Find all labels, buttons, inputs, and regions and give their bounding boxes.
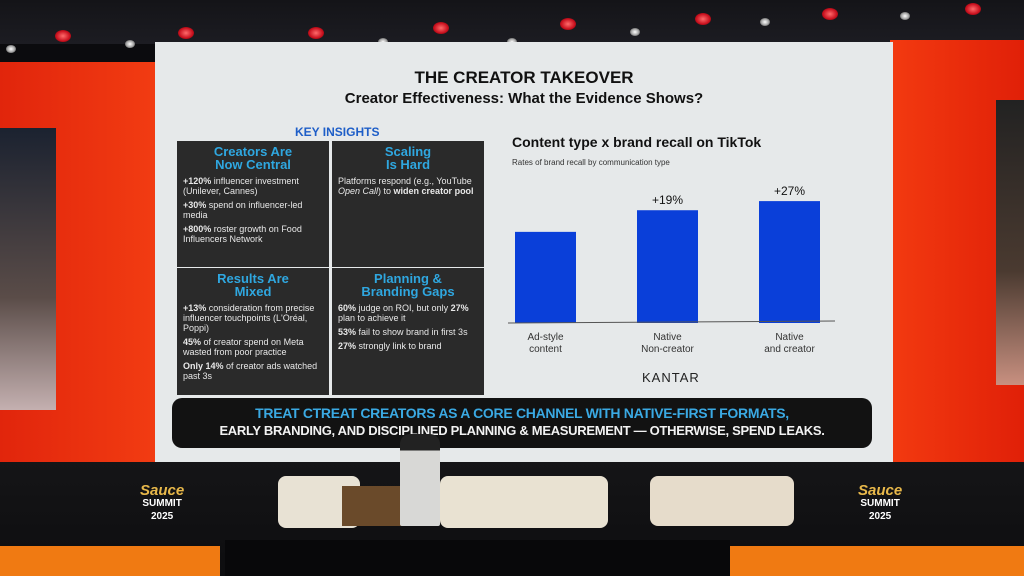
box-heading: Results Are Mixed [217, 271, 289, 299]
insight-item: +120% influencer investment (Unilever, C… [183, 176, 299, 196]
category-label: content [529, 344, 562, 355]
insight-item: 27% strongly link to brand [338, 341, 442, 351]
insight-item: +30% spend on influencer-led media [183, 200, 303, 220]
insight-item: 53% fail to show brand in first 3s [338, 327, 468, 337]
stage-edge-right [730, 546, 1024, 576]
bar [637, 210, 698, 323]
insight-item: 45% of creator spend on Meta wasted from… [183, 337, 304, 357]
insight-box-results-mixed: Results Are Mixed +13% consideration from… [177, 268, 329, 395]
stage-light [965, 3, 981, 15]
kantar-logo: KANTAR [642, 370, 700, 385]
bar-chart: Ad-stylecontent+19%NativeNon-creator+27%… [507, 184, 836, 355]
spot-light [125, 40, 135, 48]
box-heading: Creators Are Now Central [213, 144, 293, 172]
side-cabinet [342, 486, 404, 526]
stage: Sauce SUMMIT 2025 Sauce SUMMIT 2025 [0, 434, 1024, 576]
box-heading: Scaling Is Hard [384, 144, 432, 172]
x-axis-line [507, 320, 836, 324]
bar [759, 201, 820, 323]
chart-subtitle: Rates of brand recall by communication t… [512, 158, 670, 167]
bar-data-label: +19% [652, 193, 683, 207]
spot-light [630, 28, 640, 36]
spot-light [900, 12, 910, 20]
sofa [440, 476, 608, 528]
presentation-slide: THE CREATOR TAKEOVER Creator Effectivene… [155, 42, 893, 464]
insight-box-scaling-hard: Scaling Is Hard Platforms respond (e.g., … [332, 141, 484, 267]
lighting-truss [0, 0, 1024, 44]
category-label: Native [775, 332, 804, 343]
summit-logo-right: Sauce SUMMIT 2025 [858, 482, 903, 522]
left-side-screen [0, 128, 56, 410]
summit-logo-left: Sauce SUMMIT 2025 [140, 482, 185, 522]
insight-box-planning-gaps: Planning & Branding Gaps 60% judge on ROI… [332, 268, 484, 395]
right-side-screen [996, 100, 1024, 385]
insight-item: +13% consideration from precise influenc… [183, 303, 315, 333]
takeaway-banner: TREAT CTREAT CREATORS AS A CORE CHANNEL … [172, 398, 872, 448]
slide-title: THE CREATOR TAKEOVER [414, 68, 634, 87]
insight-item: Only 14% of creator ads watched past 3s [183, 361, 318, 381]
banner-line-2: EARLY BRANDING, AND DISCIPLINED PLANNING… [219, 423, 825, 438]
stage-edge-left [0, 546, 220, 576]
category-label: Ad-style [527, 332, 564, 343]
chart-title: Content type x brand recall on TikTok [512, 134, 762, 150]
banner-line-1: TREAT CTREAT CREATORS AS A CORE CHANNEL … [255, 405, 789, 421]
spot-light [6, 45, 16, 53]
bar-data-label: +27% [774, 184, 805, 198]
stage-light [433, 22, 449, 34]
stage-light [560, 18, 576, 30]
bar [515, 231, 576, 323]
stage-light [695, 13, 711, 25]
box-heading: Planning & Branding Gaps [361, 271, 455, 299]
key-insights-label: KEY INSIGHTS [295, 125, 380, 139]
spot-light [760, 18, 770, 26]
category-label: Non-creator [641, 344, 694, 355]
speaker-person [400, 434, 440, 526]
insight-item: Platforms respond (e.g., YouTube Open Ca… [338, 176, 474, 196]
stage-light [55, 30, 71, 42]
stage-light [178, 27, 194, 39]
category-label: and creator [764, 344, 815, 355]
category-label: Native [653, 332, 682, 343]
insight-box-creators-central: Creators Are Now Central +120% influencer… [177, 141, 329, 267]
insight-item: 60% judge on ROI, but only 27% plan to a… [338, 303, 469, 323]
stage-light [308, 27, 324, 39]
slide-subtitle: Creator Effectiveness: What the Evidence… [344, 90, 704, 107]
stage-front-monitors [225, 540, 730, 576]
loveseat [650, 476, 794, 526]
stage-light [822, 8, 838, 20]
insight-item: +800% roster growth on Food Influencers … [183, 224, 302, 244]
